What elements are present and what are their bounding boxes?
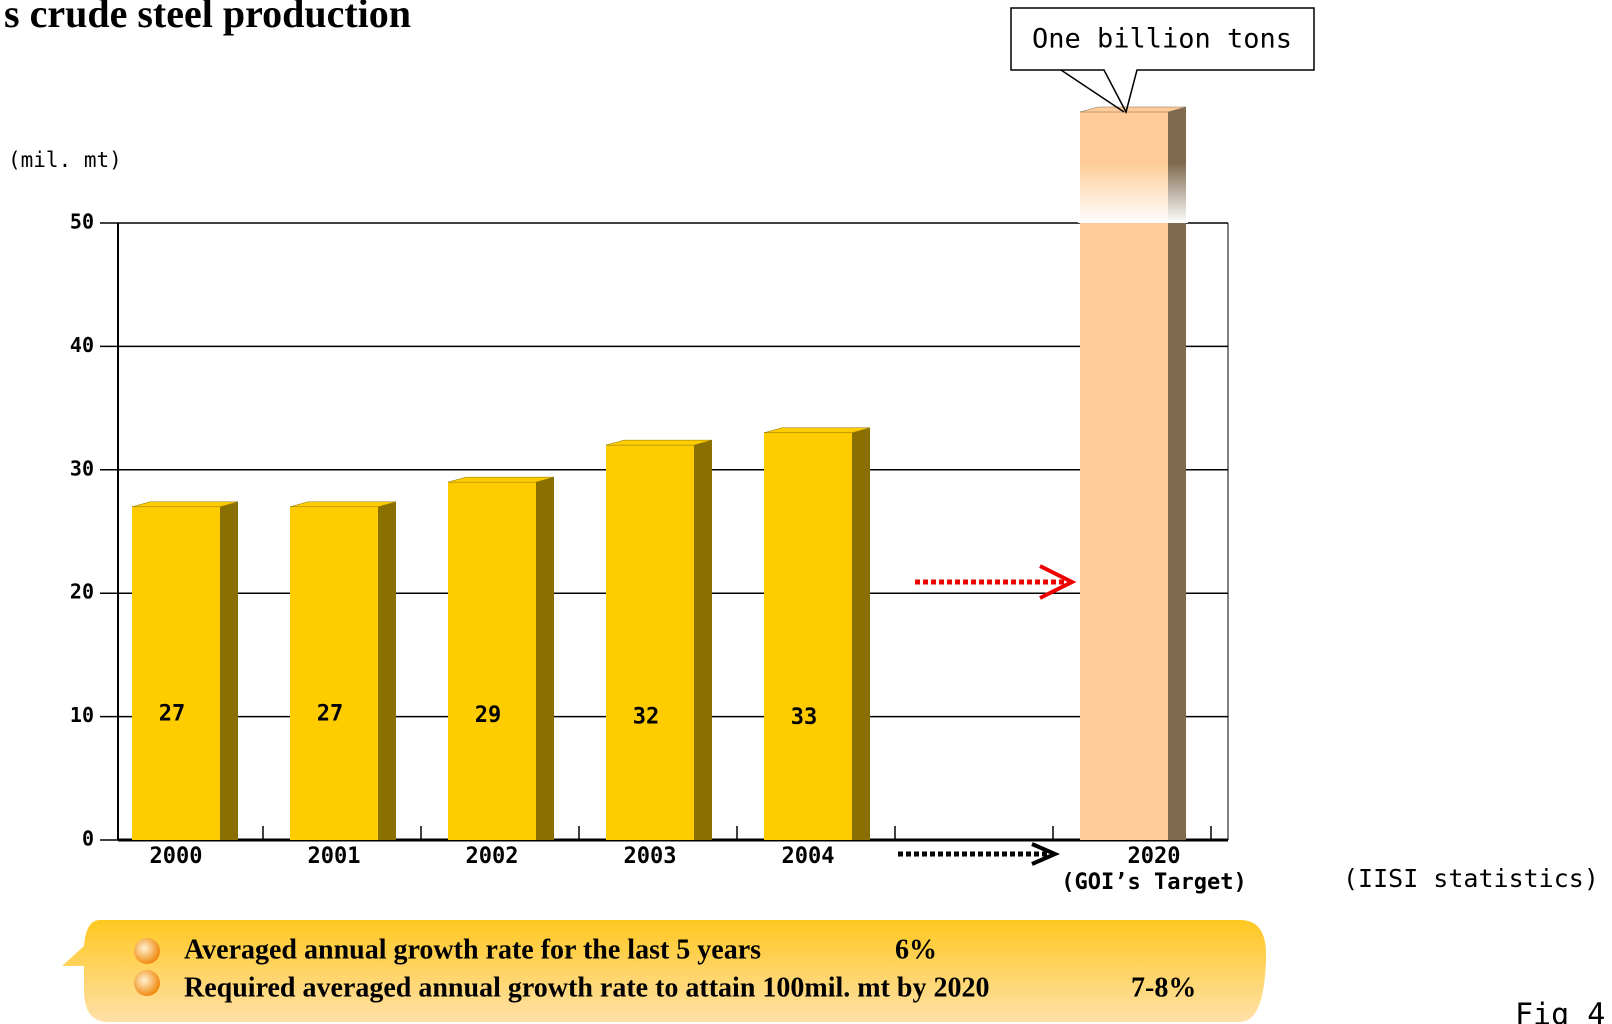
arrow-head <box>1039 564 1077 600</box>
x-tick-label: 2000 <box>149 844 203 869</box>
callout-text: One billion tons <box>1032 24 1292 55</box>
bar-top <box>763 427 871 434</box>
figure-label: Fig 4 <box>1515 998 1605 1024</box>
y-tick-label: 20 <box>70 580 94 604</box>
bar-top <box>131 501 239 508</box>
value-label: 32 <box>633 705 660 730</box>
y-tick-label: 10 <box>70 703 94 727</box>
source: (IISI statistics) <box>1343 864 1599 893</box>
x-tick-label: 2002 <box>465 844 519 869</box>
arrow-head <box>1031 842 1061 866</box>
bar-side <box>1168 107 1186 840</box>
value-label: 33 <box>791 705 818 730</box>
x-tick-label: 2004 <box>781 844 835 869</box>
value-label: 29 <box>475 703 502 728</box>
bar <box>764 432 852 840</box>
y-tick-label: 40 <box>70 333 94 357</box>
bullet <box>134 938 160 964</box>
note-value: 7-8% <box>1131 972 1196 1003</box>
bar-top <box>447 476 555 483</box>
x-tick-label: 2003 <box>623 844 677 869</box>
y-axis-label: (mil. mt) <box>8 148 122 172</box>
bar-side <box>852 427 870 840</box>
bar <box>290 506 378 840</box>
bar-top <box>289 501 397 508</box>
bar-side <box>220 501 238 840</box>
chart-title: s crude steel production <box>4 0 411 36</box>
bar-side <box>694 440 712 840</box>
bar-side <box>378 501 396 840</box>
note-text: Required averaged annual growth rate to … <box>184 972 990 1003</box>
y-tick-label: 0 <box>82 827 94 851</box>
note-value: 6% <box>895 934 937 965</box>
bar-side <box>536 477 554 840</box>
x-tick-label: 2001 <box>307 844 361 869</box>
bullet <box>134 970 160 996</box>
note-text: Averaged annual growth rate for the last… <box>184 934 761 965</box>
bar <box>132 506 220 840</box>
bar-top <box>605 439 713 446</box>
callout-pointer <box>1060 69 1125 113</box>
bar <box>448 482 536 840</box>
value-label: 27 <box>317 702 344 727</box>
x-tick-label: 2020 (GOI’s Target) <box>1061 844 1247 895</box>
bar <box>1080 112 1168 840</box>
axis-break <box>1078 163 1188 223</box>
y-tick-label: 50 <box>70 210 94 234</box>
callout-box <box>1010 7 1315 115</box>
bar-top <box>1079 106 1187 113</box>
plot: 0 10 20 30 40 50 27 27 29 32 33 <box>70 106 1229 851</box>
value-label: 27 <box>159 702 186 727</box>
note-banner <box>62 920 1267 1022</box>
y-tick-label: 30 <box>70 456 94 480</box>
bar <box>606 445 694 840</box>
